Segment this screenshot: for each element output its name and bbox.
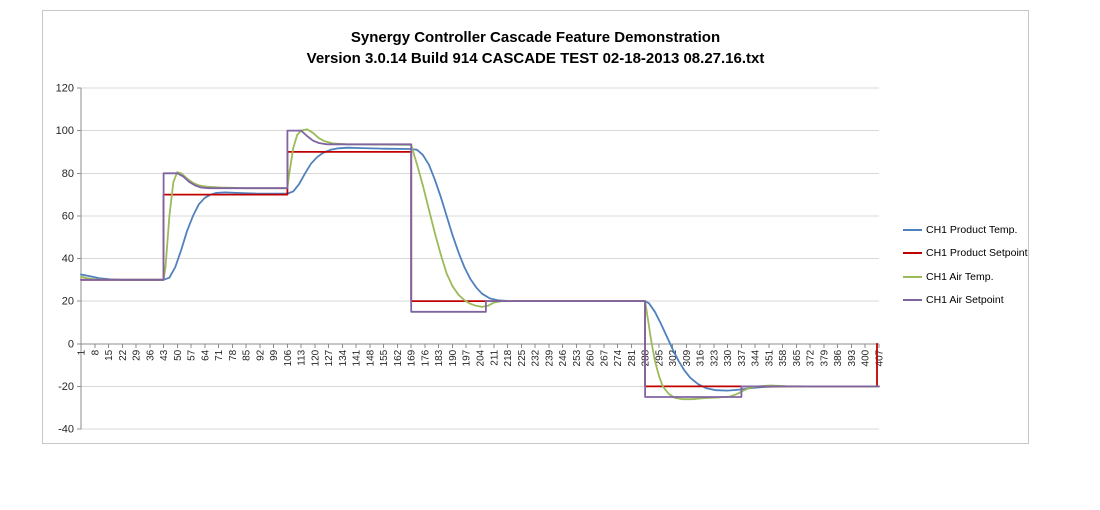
x-axis-label: 29 <box>132 349 143 361</box>
x-axis-label: 337 <box>737 349 748 366</box>
y-axis-label: 80 <box>62 168 74 180</box>
x-axis-label: 260 <box>586 349 597 366</box>
x-axis-label: 407 <box>875 349 886 366</box>
x-axis-label: 204 <box>476 349 487 366</box>
x-axis-label: 239 <box>544 349 555 366</box>
legend-item: CH1 Air Temp. <box>903 265 1028 289</box>
x-axis-label: 267 <box>599 349 610 366</box>
legend-line-swatch <box>903 275 922 278</box>
x-axis-label: 169 <box>407 349 418 366</box>
x-axis-label: 85 <box>242 349 253 361</box>
x-axis-label: 57 <box>187 349 198 361</box>
x-axis-label: 36 <box>145 349 156 361</box>
series-line <box>80 129 880 398</box>
x-axis-label: 183 <box>434 349 445 366</box>
x-axis-label: 281 <box>627 349 638 366</box>
x-axis-label: 15 <box>104 349 115 361</box>
x-axis-label: 92 <box>255 349 266 361</box>
y-axis-label: 20 <box>62 296 74 308</box>
legend-label: CH1 Product Temp. <box>926 223 1018 236</box>
x-axis-label: 400 <box>861 349 872 366</box>
x-axis-label: 64 <box>200 349 211 361</box>
x-axis-label: 71 <box>214 349 225 361</box>
x-axis-label: 134 <box>338 349 349 366</box>
x-axis-label: 323 <box>709 349 720 366</box>
x-axis-label: 316 <box>696 349 707 366</box>
x-axis-label: 309 <box>682 349 693 366</box>
x-axis-label: 274 <box>613 349 624 366</box>
legend-label: CH1 Air Temp. <box>926 270 994 283</box>
chart-title: Synergy Controller Cascade Feature Demon… <box>350 29 721 46</box>
x-axis-label: 330 <box>723 349 734 366</box>
y-axis-label: -20 <box>58 381 74 393</box>
legend-line-swatch <box>903 299 922 302</box>
x-axis-label: 225 <box>517 349 528 366</box>
x-axis-label: 127 <box>324 349 335 366</box>
x-axis-label: 295 <box>654 349 665 366</box>
x-axis-label: 148 <box>365 349 376 366</box>
x-axis-label: 218 <box>503 349 514 366</box>
chart-title-block: Synergy Controller Cascade Feature Demon… <box>43 27 1028 69</box>
x-axis-label: 78 <box>228 349 239 361</box>
x-axis-label: 351 <box>764 349 775 366</box>
x-axis-label: 253 <box>572 349 583 366</box>
series-line <box>80 128 880 401</box>
legend-label: CH1 Product Setpoint <box>926 247 1028 260</box>
chart-subtitle: Version 3.0.14 Build 914 CASCADE TEST 02… <box>306 50 765 67</box>
legend-label: CH1 Air Setpoint <box>926 294 1004 307</box>
legend-item: CH1 Product Setpoint <box>903 242 1028 266</box>
x-axis-label: 99 <box>269 349 280 361</box>
x-axis-label: 302 <box>668 349 679 366</box>
y-axis-label: 40 <box>62 253 74 265</box>
x-axis-label: 106 <box>283 349 294 366</box>
x-axis-label: 365 <box>792 349 803 366</box>
x-axis-label: 197 <box>462 349 473 366</box>
x-axis-label: 211 <box>489 349 500 365</box>
x-axis-label: 162 <box>393 349 404 366</box>
y-axis-label: 120 <box>56 83 74 95</box>
x-axis-label: 232 <box>531 349 542 366</box>
x-axis-label: 393 <box>847 349 858 366</box>
x-axis-label: 120 <box>310 349 321 366</box>
legend: CH1 Product Temp. CH1 Product Setpoint CH1… <box>903 218 1028 312</box>
x-axis-label: 386 <box>833 349 844 366</box>
x-axis-label: 141 <box>352 349 363 366</box>
x-axis-label: 155 <box>379 349 390 366</box>
legend-line-swatch <box>903 252 922 255</box>
x-axis-label: 43 <box>159 349 170 361</box>
x-axis-label: 1 <box>77 349 88 355</box>
legend-item: CH1 Product Temp. <box>903 218 1028 242</box>
x-axis-label: 288 <box>641 349 652 366</box>
series-line <box>80 146 880 392</box>
x-axis-label: 8 <box>90 349 101 355</box>
x-axis-label: 344 <box>751 349 762 366</box>
legend-line-swatch <box>903 228 922 231</box>
x-axis-label: 190 <box>448 349 459 366</box>
x-axis-label: 176 <box>420 349 431 366</box>
x-axis-label: 246 <box>558 349 569 366</box>
x-axis-label: 113 <box>297 349 308 365</box>
x-axis-label: 379 <box>819 349 830 366</box>
y-axis-label: 100 <box>56 125 74 137</box>
y-axis-label: -40 <box>58 424 74 436</box>
y-axis-label: 60 <box>62 210 74 222</box>
x-axis-label: 358 <box>778 349 789 366</box>
x-axis-label: 22 <box>118 349 129 361</box>
x-axis-label: 50 <box>173 349 184 361</box>
chart-frame: 120 100 80 60 40 20 0 -20 -40 1 8 15 22 29 36 43 50 57 64 7… <box>42 10 1029 444</box>
x-axis-label: 372 <box>806 349 817 366</box>
y-axis-label: 0 <box>68 338 74 350</box>
legend-item: CH1 Air Setpoint <box>903 289 1028 313</box>
